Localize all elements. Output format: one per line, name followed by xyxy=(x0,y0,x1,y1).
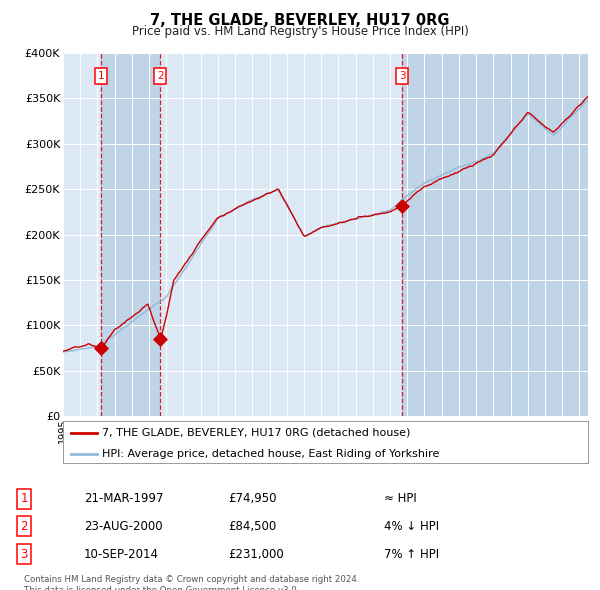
Text: ≈ HPI: ≈ HPI xyxy=(384,492,417,505)
Text: 7% ↑ HPI: 7% ↑ HPI xyxy=(384,548,439,560)
Point xyxy=(97,343,106,353)
Text: 10-SEP-2014: 10-SEP-2014 xyxy=(84,548,159,560)
Bar xyxy=(402,53,588,416)
Text: £84,500: £84,500 xyxy=(228,520,276,533)
Bar xyxy=(101,53,160,416)
Text: 7, THE GLADE, BEVERLEY, HU17 0RG (detached house): 7, THE GLADE, BEVERLEY, HU17 0RG (detach… xyxy=(103,428,411,438)
Text: 2: 2 xyxy=(157,71,164,81)
Point xyxy=(155,335,165,344)
Text: 7, THE GLADE, BEVERLEY, HU17 0RG: 7, THE GLADE, BEVERLEY, HU17 0RG xyxy=(150,13,450,28)
Text: 21-MAR-1997: 21-MAR-1997 xyxy=(84,492,163,505)
Text: Price paid vs. HM Land Registry's House Price Index (HPI): Price paid vs. HM Land Registry's House … xyxy=(131,25,469,38)
Text: 1: 1 xyxy=(98,71,104,81)
Point xyxy=(397,202,407,211)
Text: 1: 1 xyxy=(20,492,28,505)
Text: Contains HM Land Registry data © Crown copyright and database right 2024.
This d: Contains HM Land Registry data © Crown c… xyxy=(24,575,359,590)
Text: 3: 3 xyxy=(20,548,28,560)
Text: 4% ↓ HPI: 4% ↓ HPI xyxy=(384,520,439,533)
Text: £74,950: £74,950 xyxy=(228,492,277,505)
Text: 23-AUG-2000: 23-AUG-2000 xyxy=(84,520,163,533)
Text: 3: 3 xyxy=(399,71,406,81)
Text: HPI: Average price, detached house, East Riding of Yorkshire: HPI: Average price, detached house, East… xyxy=(103,449,440,459)
Text: £231,000: £231,000 xyxy=(228,548,284,560)
Text: 2: 2 xyxy=(20,520,28,533)
